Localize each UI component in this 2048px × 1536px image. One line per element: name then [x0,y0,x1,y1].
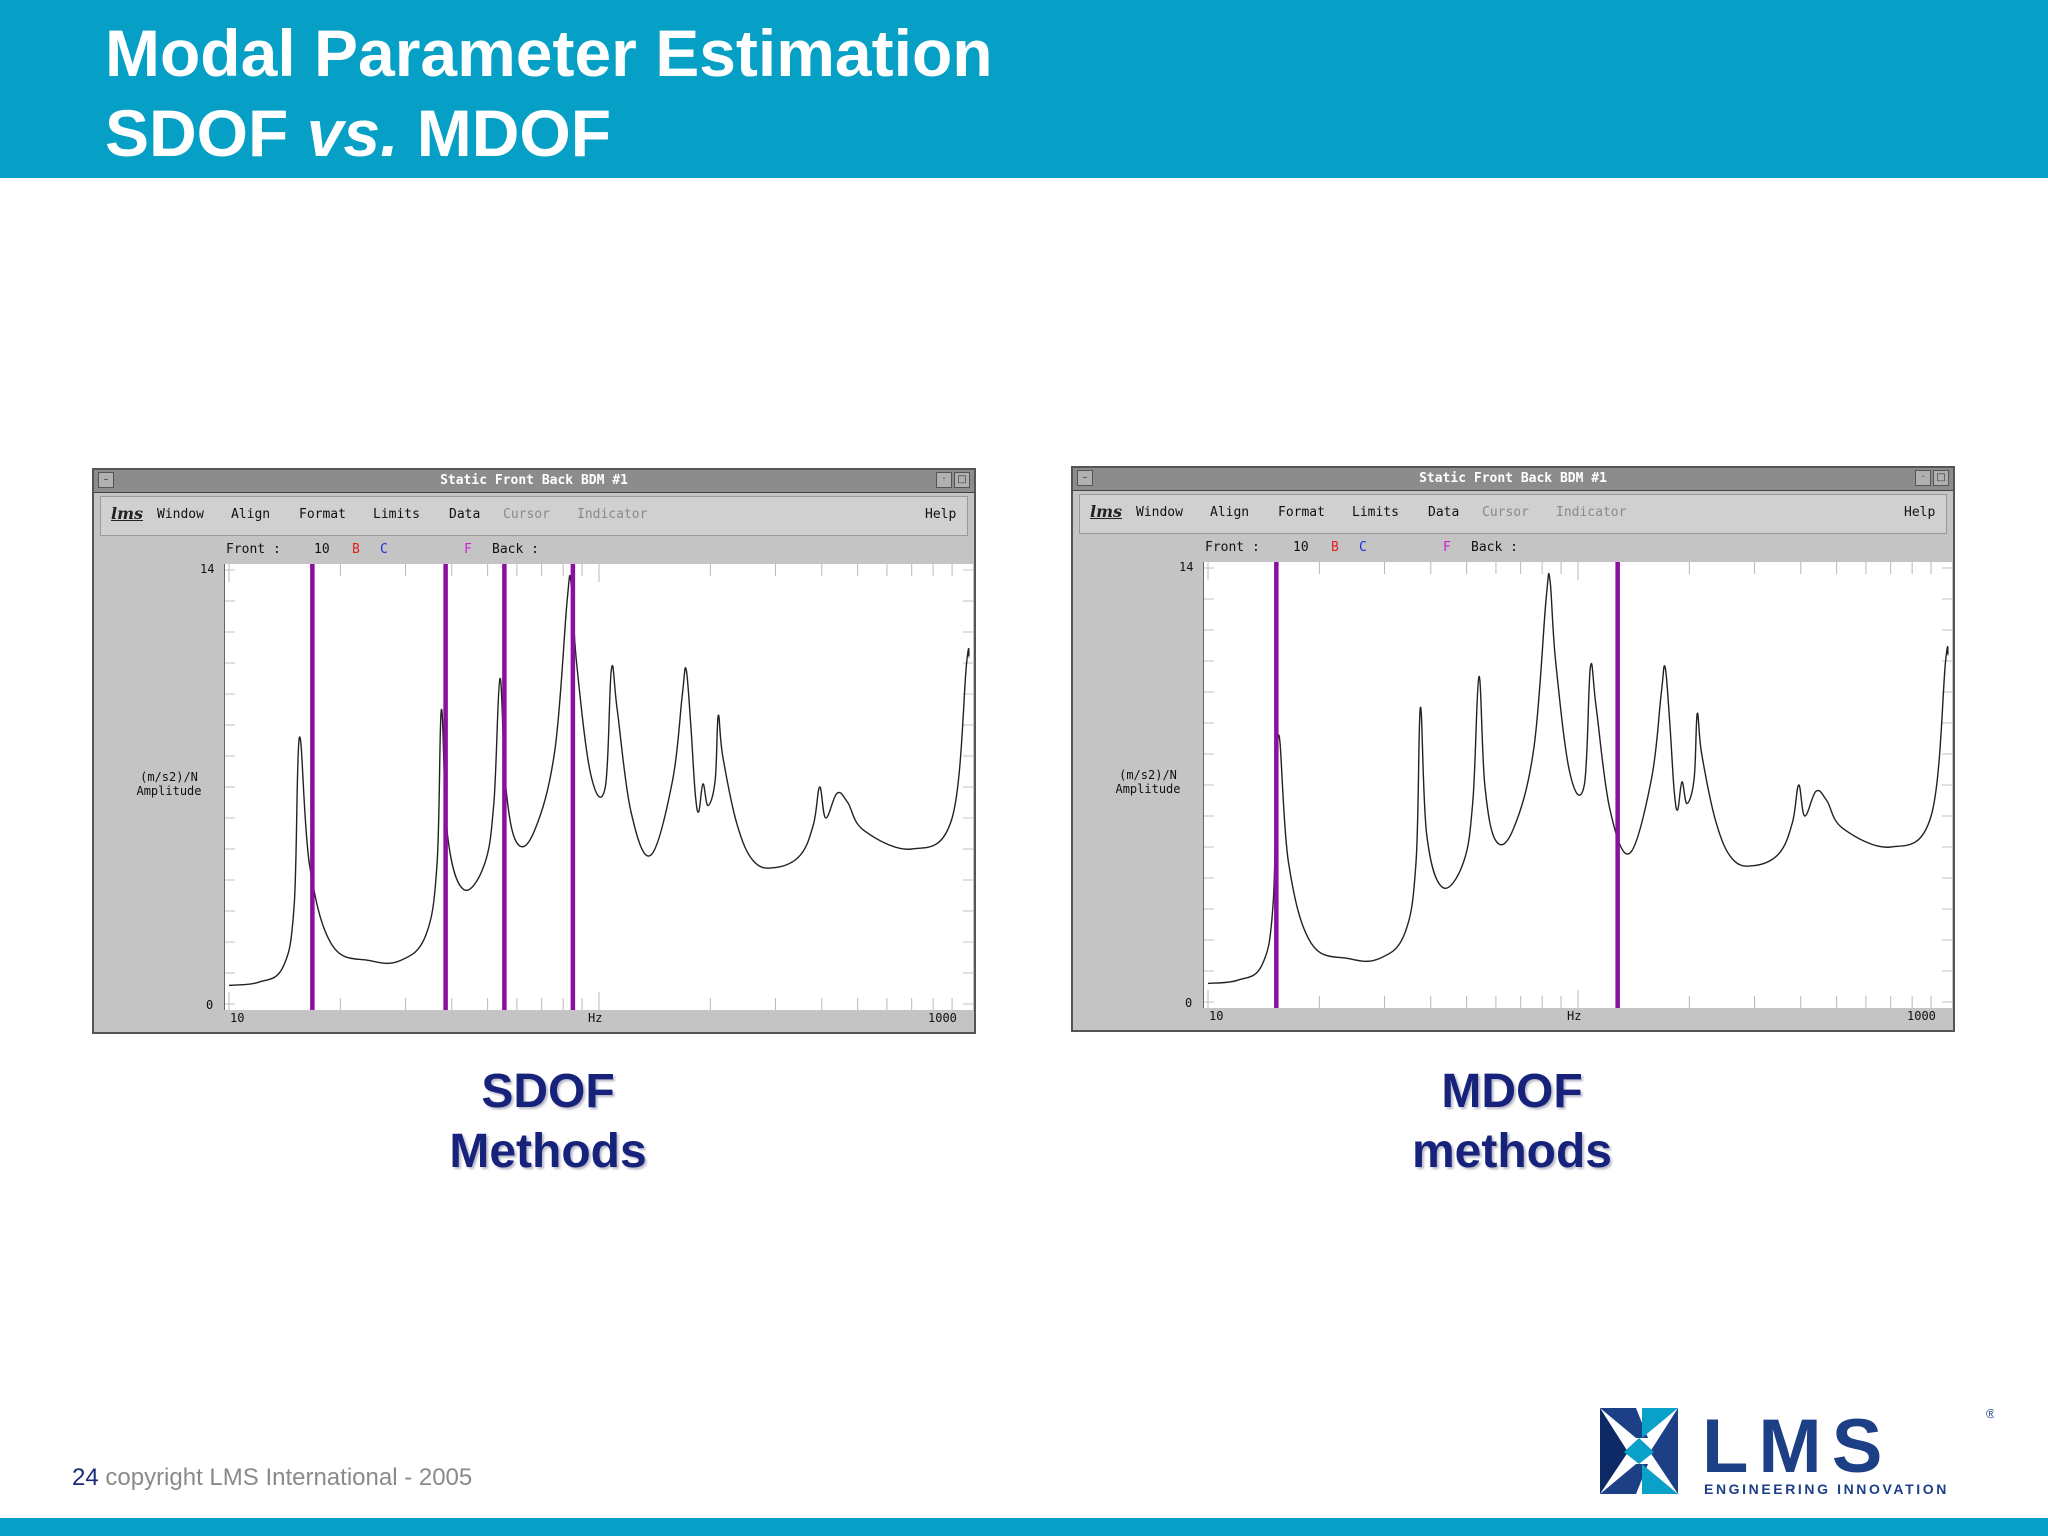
menu-align[interactable]: Align [1210,505,1250,520]
y-axis-min: 0 [206,998,214,1012]
y-axis-label-line1: (m/s2)/N [140,770,198,784]
c-indicator: C [380,542,388,557]
title-vs: vs. [306,96,399,170]
menu-data[interactable]: Data [449,507,481,522]
x-axis-unit: Hz [1567,1009,1582,1023]
window-menu-button[interactable]: – [1077,470,1093,486]
y-axis-label-line1: (m/s2)/N [1119,768,1177,782]
mdof-caption-line1: MDOF [1441,1065,1583,1118]
x-axis-unit: Hz [588,1011,603,1025]
y-axis-max: 14 [200,562,215,576]
x-axis-min: 10 [230,1011,245,1025]
x-axis-min: 10 [1209,1009,1224,1023]
f-indicator: F [464,542,472,557]
b-indicator: B [1331,540,1339,555]
lms-logo-icon: lms [1090,502,1123,521]
logo-tagline: ENGINEERING INNOVATION [1704,1481,1949,1497]
f-indicator: F [1443,540,1451,555]
window-title: Static Front Back BDM #1 [1419,471,1607,486]
menu-limits[interactable]: Limits [1352,505,1399,520]
lms-x-mark-icon [1600,1408,1678,1494]
registered-mark: ® [1986,1406,1994,1421]
menu-cursor[interactable]: Cursor [503,507,550,522]
y-axis-max: 14 [1179,560,1194,574]
x-axis-max: 1000 [928,1011,957,1025]
menu-align[interactable]: Align [231,507,271,522]
frf-chart [1204,562,1952,1008]
copyright-text: copyright LMS International - 2005 [98,1464,473,1491]
menu-indicator[interactable]: Indicator [577,507,648,522]
logo-lms-text: LMS [1702,1404,1892,1489]
frf-plot-area[interactable] [224,564,973,1010]
maximize-button[interactable]: □ [954,472,970,488]
front-label: Front : [1205,540,1260,555]
window-menu-button[interactable]: – [98,472,114,488]
lms-logo-icon: lms [111,504,144,523]
menu-bar: lms Window Align Format Limits Data Curs… [1079,494,1947,534]
front-label: Front : [226,542,281,557]
slide-header [0,0,2048,178]
minimize-button[interactable]: · [1915,470,1931,486]
y-axis-label-line2: Amplitude [1115,782,1181,796]
front-value: 10 [1293,540,1309,555]
menu-indicator[interactable]: Indicator [1556,505,1627,520]
menu-limits[interactable]: Limits [373,507,420,522]
window-titlebar: – Static Front Back BDM #1 · □ [94,470,974,493]
c-indicator: C [1359,540,1367,555]
menu-help[interactable]: Help [1904,505,1936,520]
menu-bar: lms Window Align Format Limits Data Curs… [100,496,968,536]
y-axis-min: 0 [1185,996,1193,1010]
sdof-caption-line2: Methods [449,1125,647,1178]
x-axis-max: 1000 [1907,1009,1936,1023]
menu-data[interactable]: Data [1428,505,1460,520]
maximize-button[interactable]: □ [1933,470,1949,486]
mdof-caption: MDOF methods [1312,1062,1712,1182]
frf-plot-area[interactable] [1203,562,1952,1008]
mdof-caption-line2: methods [1411,1125,1612,1178]
frf-curve [228,574,970,987]
slide-title-line2: SDOF vs. MDOF [105,100,611,166]
menu-cursor[interactable]: Cursor [1482,505,1529,520]
y-axis-label: (m/s2)/N Amplitude [114,770,224,798]
y-axis-label: (m/s2)/N Amplitude [1093,768,1203,796]
sdof-caption: SDOF Methods [348,1062,748,1182]
mdof-plot-window: – Static Front Back BDM #1 · □ lms Windo… [1071,466,1955,1032]
menu-window[interactable]: Window [1136,505,1183,520]
b-indicator: B [352,542,360,557]
footer-copyright: 24 copyright LMS International - 2005 [72,1464,472,1492]
y-axis-label-line2: Amplitude [136,784,202,798]
sdof-caption-line1: SDOF [481,1065,615,1118]
lms-company-logo: LMS ® ENGINEERING INNOVATION [1600,1404,1994,1497]
minimize-button[interactable]: · [936,472,952,488]
menu-format[interactable]: Format [1278,505,1325,520]
slide-title-line1: Modal Parameter Estimation [105,16,993,90]
title-sdof: SDOF [105,96,307,170]
sdof-plot-window: – Static Front Back BDM #1 · □ lms Windo… [92,468,976,1034]
back-label: Back : [492,542,539,557]
window-titlebar: – Static Front Back BDM #1 · □ [1073,468,1953,491]
frf-chart [225,564,973,1010]
slide-number: 24 [72,1464,99,1491]
front-value: 10 [314,542,330,557]
window-title: Static Front Back BDM #1 [440,473,628,488]
menu-help[interactable]: Help [925,507,957,522]
back-label: Back : [1471,540,1518,555]
menu-window[interactable]: Window [157,507,204,522]
title-mdof: MDOF [398,96,612,170]
menu-format[interactable]: Format [299,507,346,522]
frf-curve [1207,572,1949,985]
slide-bottom-bar [0,1518,2048,1536]
